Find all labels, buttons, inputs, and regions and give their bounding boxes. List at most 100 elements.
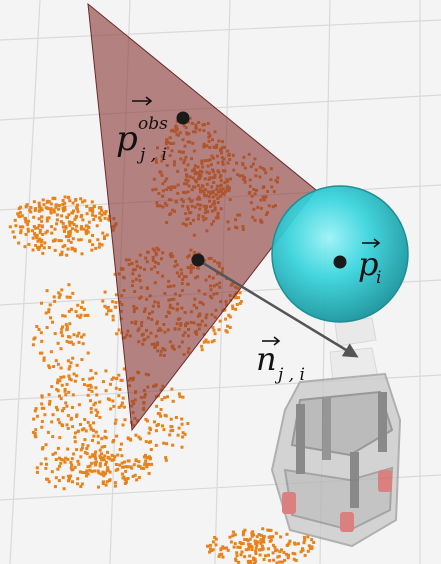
cloud-point xyxy=(45,219,49,223)
cloud-point xyxy=(247,545,251,549)
cloud-point xyxy=(47,308,51,312)
cloud-point xyxy=(97,485,100,489)
cloud-point xyxy=(147,431,151,435)
cloud-point xyxy=(70,221,74,225)
cloud-point xyxy=(306,535,310,539)
cloud-point xyxy=(115,332,119,336)
cloud-point xyxy=(35,233,39,237)
cloud-point xyxy=(81,471,84,474)
cloud-point xyxy=(274,531,278,535)
cloud-point xyxy=(103,237,106,240)
cloud-point xyxy=(34,244,38,247)
cloud-point xyxy=(273,545,277,549)
cloud-point xyxy=(94,430,98,434)
cloud-point xyxy=(231,304,235,308)
cloud-point xyxy=(88,383,92,387)
cloud-point xyxy=(67,239,71,243)
cloud-point xyxy=(73,465,77,469)
cloud-point xyxy=(59,330,63,334)
normal-arrow xyxy=(197,258,359,358)
cloud-point xyxy=(42,356,46,360)
cloud-point xyxy=(226,548,230,552)
cloud-point xyxy=(38,229,42,232)
cloud-point xyxy=(102,380,105,384)
cloud-point xyxy=(33,431,37,435)
cloud-point xyxy=(44,231,48,235)
cloud-point xyxy=(114,463,118,466)
cloud-point xyxy=(91,428,95,432)
cloud-point xyxy=(211,540,215,544)
cloud-point xyxy=(85,469,89,473)
cloud-point xyxy=(90,389,94,393)
cloud-point xyxy=(111,300,115,304)
vector-arrow-head xyxy=(145,96,153,106)
cloud-point xyxy=(13,218,17,222)
cloud-point xyxy=(148,440,152,444)
cloud-point xyxy=(103,429,107,433)
cloud-point xyxy=(94,463,98,467)
cloud-point xyxy=(77,238,81,242)
cloud-point xyxy=(114,300,118,304)
cloud-point xyxy=(75,206,79,210)
cloud-point xyxy=(44,311,48,315)
cloud-point xyxy=(65,295,69,299)
cloud-point xyxy=(54,458,58,461)
cloud-point xyxy=(56,381,59,385)
cloud-point xyxy=(61,314,65,318)
cloud-point xyxy=(140,466,143,470)
cloud-point xyxy=(180,417,184,421)
cloud-point xyxy=(24,205,28,209)
cloud-point xyxy=(55,218,59,222)
cloud-point xyxy=(87,226,91,229)
cloud-point xyxy=(64,225,68,229)
cloud-point xyxy=(109,309,113,313)
cloud-point xyxy=(29,210,33,214)
cloud-point xyxy=(74,431,77,435)
robot-sphere xyxy=(271,185,409,323)
cloud-point xyxy=(106,455,110,459)
cloud-point xyxy=(100,213,104,217)
cloud-point xyxy=(121,423,125,427)
cloud-point xyxy=(126,465,130,469)
cloud-point xyxy=(76,210,80,214)
cloud-point xyxy=(218,319,222,323)
cloud-point xyxy=(45,462,48,466)
cloud-point xyxy=(227,313,231,317)
cloud-point xyxy=(237,296,240,300)
cloud-point xyxy=(299,550,303,554)
cloud-point xyxy=(35,325,39,328)
cloud-point xyxy=(73,440,77,444)
cloud-point xyxy=(206,340,210,344)
cloud-point xyxy=(122,405,126,409)
cloud-point xyxy=(57,291,61,295)
cloud-point xyxy=(98,464,102,468)
cloud-point xyxy=(37,217,41,221)
cloud-point xyxy=(68,340,72,344)
cloud-point xyxy=(283,558,286,562)
cloud-point xyxy=(267,547,270,551)
cloud-point xyxy=(40,239,44,242)
cloud-point xyxy=(61,202,65,206)
cloud-point xyxy=(26,227,30,231)
cloud-point xyxy=(67,232,71,236)
cloud-point xyxy=(285,532,289,536)
cloud-point xyxy=(240,550,244,554)
cloud-point xyxy=(48,303,52,307)
cloud-point xyxy=(204,338,208,342)
cloud-point xyxy=(51,435,55,439)
cloud-point xyxy=(303,553,307,557)
cloud-point xyxy=(220,552,224,556)
cloud-point xyxy=(61,476,65,480)
cloud-point xyxy=(40,244,44,247)
cloud-point xyxy=(115,434,119,438)
cloud-point xyxy=(234,557,238,561)
cloud-point xyxy=(158,412,162,416)
cloud-point xyxy=(161,424,164,428)
cloud-point xyxy=(70,211,74,215)
cloud-point xyxy=(91,210,95,214)
cloud-point xyxy=(286,554,290,558)
cloud-point xyxy=(232,545,236,549)
cloud-point xyxy=(55,405,58,409)
cloud-point xyxy=(58,293,62,297)
cloud-point xyxy=(85,212,89,216)
